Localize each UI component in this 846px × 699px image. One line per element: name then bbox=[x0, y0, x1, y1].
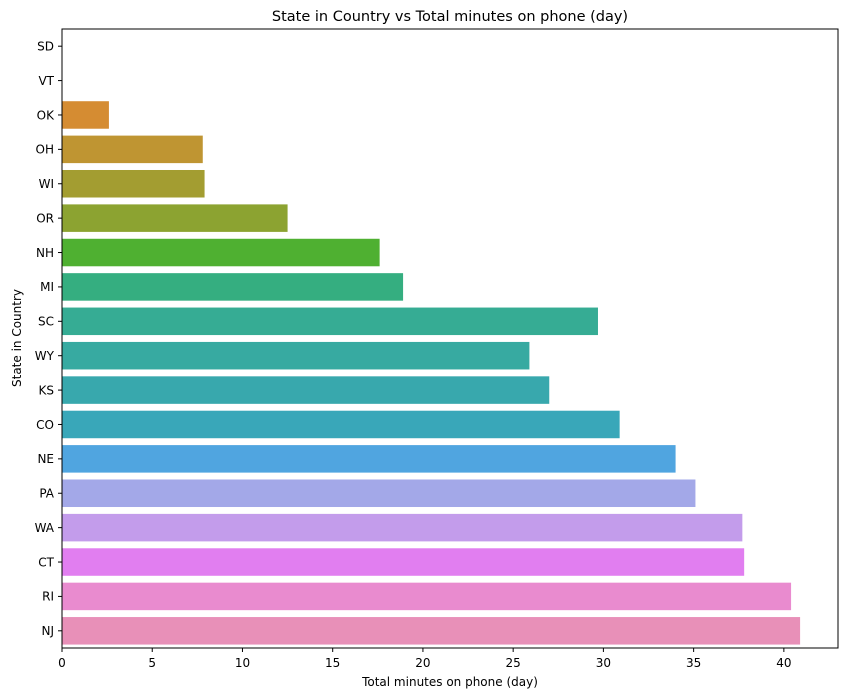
y-tick-label: OK bbox=[37, 108, 55, 122]
y-tick-label: SC bbox=[38, 315, 54, 329]
bar-oh bbox=[62, 135, 203, 164]
bar-ks bbox=[62, 376, 550, 404]
x-tick-label: 20 bbox=[415, 656, 430, 670]
y-tick-label: OH bbox=[36, 143, 54, 157]
x-tick-label: 25 bbox=[506, 656, 521, 670]
plot-frame bbox=[61, 28, 839, 649]
bar-nh bbox=[62, 238, 380, 267]
bar-wi bbox=[62, 169, 205, 198]
x-axis: 0 5 10 15 20 25 30 35 40 bbox=[58, 648, 792, 670]
y-tick-label: WY bbox=[35, 349, 55, 363]
bar-co bbox=[62, 410, 620, 439]
y-tick-label: NH bbox=[36, 246, 54, 260]
y-axis: SD VT OK OH WI OR NH MI SC WY KS CO NE PA WA CT RI NJ bbox=[35, 39, 62, 638]
x-tick-label: 10 bbox=[235, 656, 250, 670]
y-tick-label: KS bbox=[39, 383, 55, 397]
y-tick-label: NJ bbox=[41, 624, 54, 638]
x-tick-label: 5 bbox=[148, 656, 156, 670]
bar-sc bbox=[62, 307, 598, 336]
y-tick-label: MI bbox=[40, 280, 54, 294]
bar-ok bbox=[62, 101, 109, 129]
y-tick-label: WI bbox=[39, 177, 54, 191]
bar-wy bbox=[62, 341, 530, 370]
bar-pa bbox=[62, 479, 696, 508]
y-axis-label: State in Country bbox=[10, 289, 24, 387]
y-tick-label: PA bbox=[39, 487, 54, 501]
bar-ne bbox=[62, 445, 676, 473]
y-tick-label: CT bbox=[38, 555, 54, 569]
bar-ct bbox=[62, 548, 745, 576]
bars-layer bbox=[62, 101, 801, 645]
y-tick-label: RI bbox=[42, 590, 54, 604]
x-tick-label: 15 bbox=[325, 656, 340, 670]
y-tick-label: VT bbox=[38, 74, 54, 88]
x-tick-label: 35 bbox=[686, 656, 701, 670]
chart-title: State in Country vs Total minutes on pho… bbox=[272, 9, 628, 25]
bar-mi bbox=[62, 273, 404, 301]
y-tick-label: OR bbox=[36, 211, 54, 225]
y-tick-label: NE bbox=[37, 452, 54, 466]
y-tick-label: CO bbox=[36, 418, 54, 432]
y-tick-label: SD bbox=[37, 39, 54, 53]
bar-nj bbox=[62, 617, 801, 645]
bar-ri bbox=[62, 582, 792, 611]
y-tick-label: WA bbox=[35, 521, 55, 535]
x-tick-label: 0 bbox=[58, 656, 66, 670]
x-axis-label: Total minutes on phone (day) bbox=[361, 675, 538, 689]
x-tick-label: 30 bbox=[596, 656, 611, 670]
x-tick-label: 40 bbox=[776, 656, 791, 670]
bar-or bbox=[62, 204, 288, 232]
bar-wa bbox=[62, 513, 743, 542]
